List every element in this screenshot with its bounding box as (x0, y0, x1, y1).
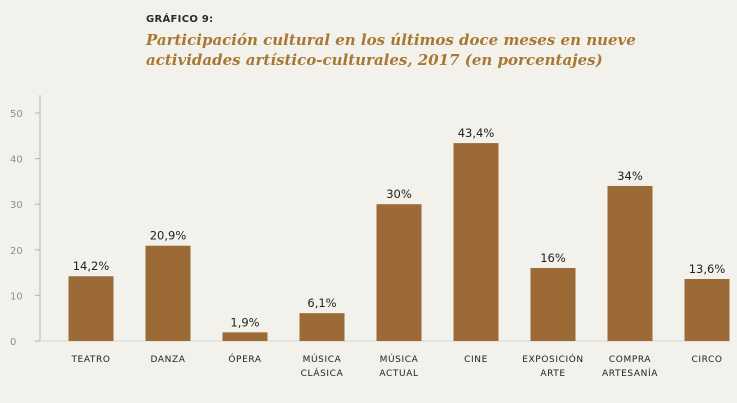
y-tick-label-40: 40 (10, 155, 23, 166)
bar-2 (222, 332, 268, 341)
category-label-4-line-1: ACTUAL (379, 369, 418, 379)
data-label-3: 6,1% (307, 296, 336, 310)
category-label-1: DANZA (151, 355, 186, 365)
data-label-5: 43,4% (458, 126, 495, 140)
data-label-2: 1,9% (230, 315, 259, 329)
bar-8 (684, 278, 730, 341)
y-tick-label-20: 20 (10, 246, 23, 257)
y-tick-label-10: 10 (10, 291, 23, 302)
data-label-7: 34% (617, 169, 643, 183)
category-label-6-line-1: ARTE (540, 369, 565, 379)
x-axis-labels: TEATRO DANZA ÓPERA MÚSICA CLÁSICA MÚSICA ACTUA… (70, 353, 722, 379)
bars (68, 143, 730, 341)
category-label-4-line-0: MÚSICA (380, 353, 419, 365)
data-label-6: 16% (540, 251, 566, 265)
bar-0 (68, 276, 114, 341)
data-label-8: 13,6% (689, 262, 726, 276)
y-tick-label-50: 50 (10, 109, 23, 120)
category-label-3-line-1: CLÁSICA (301, 367, 344, 379)
y-tick-label-30: 30 (10, 200, 23, 211)
bar-3 (299, 313, 345, 341)
category-label-0: TEATRO (70, 355, 110, 365)
bar-1 (145, 245, 191, 341)
category-label-7-line-1: ARTESANÍA (602, 367, 658, 379)
bar-4 (376, 204, 422, 341)
data-label-4: 30% (386, 187, 412, 201)
bar-6 (530, 268, 576, 341)
y-tick-label-0: 0 (10, 337, 16, 348)
category-label-5: CINE (464, 355, 488, 365)
chart-title: Participación cultural en los últimos do… (146, 31, 636, 69)
data-label-1: 20,9% (150, 229, 187, 243)
data-labels: 14,2% 20,9% 1,9% 6,1% 30% 43,4% 16% 34% 13,6% (73, 126, 726, 329)
category-label-6-line-0: EXPOSICIÓN (522, 353, 584, 365)
chart-label: GRÁFICO 9: (146, 14, 214, 25)
category-label-7-line-0: COMPRA (609, 355, 651, 365)
bar-5 (453, 143, 499, 341)
bar-7 (607, 185, 653, 341)
category-label-2: ÓPERA (228, 353, 261, 365)
category-label-3-line-0: MÚSICA (303, 353, 342, 365)
category-label-8: CIRCO (691, 355, 722, 365)
data-label-0: 14,2% (73, 259, 110, 273)
